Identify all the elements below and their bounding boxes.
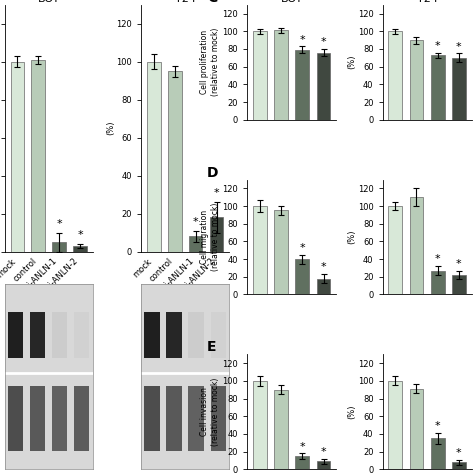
Bar (317, 53, 330, 120)
Bar (274, 390, 288, 469)
FancyBboxPatch shape (145, 386, 160, 451)
Bar (53, 242, 66, 252)
Bar (388, 206, 402, 294)
Text: *: * (321, 263, 326, 273)
Bar (73, 246, 87, 252)
Text: *: * (77, 230, 83, 240)
Bar (147, 62, 161, 252)
Y-axis label: Cell invasion
(relative to mock): Cell invasion (relative to mock) (200, 378, 219, 446)
Text: *: * (435, 255, 440, 264)
Text: *: * (214, 189, 219, 199)
Title: T24: T24 (417, 0, 438, 4)
Bar (410, 389, 423, 469)
Y-axis label: (%): (%) (347, 230, 356, 244)
Text: *: * (435, 41, 440, 51)
Bar (317, 461, 330, 469)
Bar (295, 259, 309, 294)
FancyBboxPatch shape (166, 386, 182, 451)
Bar (410, 40, 423, 120)
Text: C: C (207, 0, 218, 5)
Bar (210, 218, 223, 252)
Text: E: E (207, 340, 217, 355)
Bar (253, 31, 267, 120)
Bar (317, 279, 330, 294)
Y-axis label: Cell proliferation
(relative to mock): Cell proliferation (relative to mock) (200, 28, 219, 96)
Bar (452, 275, 466, 294)
Text: *: * (321, 37, 326, 47)
Bar (452, 462, 466, 469)
FancyBboxPatch shape (74, 312, 90, 358)
Y-axis label: (%): (%) (106, 121, 115, 136)
Text: *: * (456, 448, 462, 458)
Bar (274, 30, 288, 120)
FancyBboxPatch shape (8, 386, 23, 451)
Title: BOY: BOY (37, 0, 60, 4)
Bar (274, 210, 288, 294)
Bar (10, 62, 24, 252)
Bar (410, 197, 423, 294)
FancyBboxPatch shape (8, 312, 23, 358)
Bar (452, 58, 466, 120)
FancyBboxPatch shape (145, 312, 160, 358)
Text: *: * (300, 243, 305, 253)
Text: *: * (435, 421, 440, 431)
Text: *: * (456, 259, 462, 269)
Bar (168, 71, 182, 252)
FancyBboxPatch shape (166, 312, 182, 358)
Title: BOY: BOY (281, 0, 303, 4)
FancyBboxPatch shape (30, 386, 46, 451)
FancyBboxPatch shape (189, 386, 204, 451)
Bar (189, 237, 202, 252)
Text: *: * (321, 447, 326, 457)
Bar (31, 60, 45, 252)
FancyBboxPatch shape (74, 386, 90, 451)
Text: *: * (193, 217, 199, 227)
FancyBboxPatch shape (210, 386, 226, 451)
Bar (295, 50, 309, 120)
FancyBboxPatch shape (52, 386, 67, 451)
Bar (253, 381, 267, 469)
Text: *: * (456, 42, 462, 52)
Y-axis label: (%): (%) (347, 55, 356, 70)
Text: *: * (300, 35, 305, 45)
Text: *: * (56, 219, 62, 229)
Bar (431, 55, 445, 120)
Bar (388, 381, 402, 469)
Bar (431, 271, 445, 294)
FancyBboxPatch shape (30, 312, 46, 358)
Title: T24: T24 (175, 0, 196, 4)
FancyBboxPatch shape (52, 312, 67, 358)
Y-axis label: Cell migration
(relative to mock): Cell migration (relative to mock) (200, 203, 219, 271)
Text: *: * (300, 442, 305, 452)
Bar (295, 456, 309, 469)
Bar (253, 206, 267, 294)
FancyBboxPatch shape (189, 312, 204, 358)
FancyBboxPatch shape (210, 312, 226, 358)
Y-axis label: (%): (%) (347, 404, 356, 419)
Bar (431, 438, 445, 469)
Text: D: D (207, 166, 219, 180)
Bar (388, 31, 402, 120)
